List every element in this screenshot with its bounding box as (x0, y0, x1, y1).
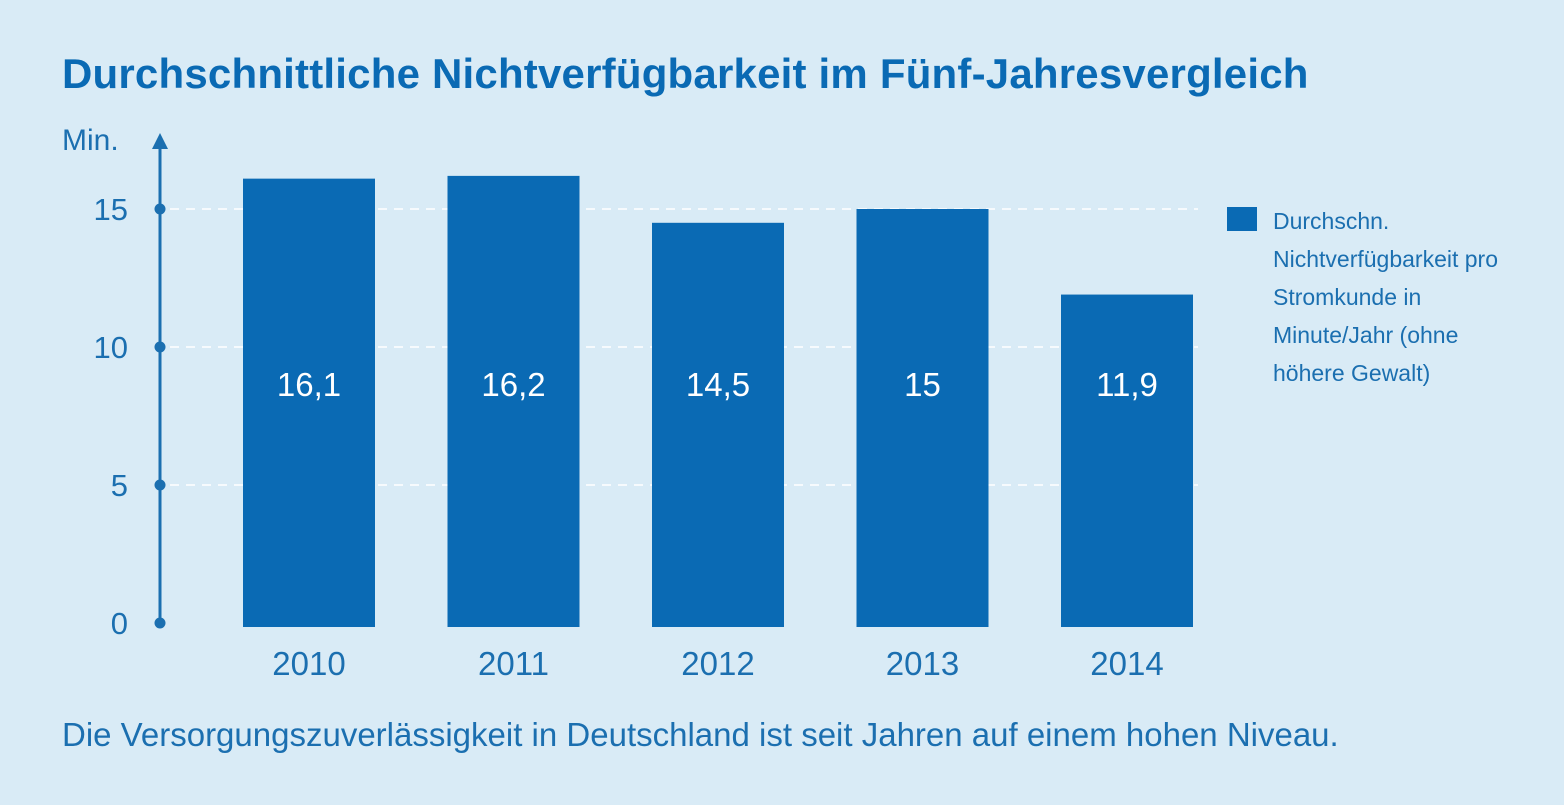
bar-value-label-2011: 16,2 (481, 366, 545, 403)
legend-label: Durchschn. Nichtverfügbarkeit pro Stromk… (1273, 208, 1498, 386)
chart-caption: Die Versorgungszuverlässigkeit in Deutsc… (62, 716, 1339, 753)
y-tick-label-10: 10 (94, 330, 128, 365)
bar-2012 (652, 222, 784, 628)
y-axis-arrow (152, 133, 168, 149)
x-tick-label-2012: 2012 (681, 645, 754, 682)
y-tick-label-5: 5 (111, 468, 128, 503)
bar-value-label-2012: 14,5 (686, 366, 750, 403)
y-tick-dot-0 (154, 617, 166, 629)
legend: Durchschn. Nichtverfügbarkeit pro Stromk… (1227, 202, 1547, 392)
y-tick-label-0: 0 (111, 606, 128, 641)
bar-value-label-2010: 16,1 (277, 366, 341, 403)
x-tick-label-2014: 2014 (1090, 645, 1163, 682)
y-axis-label: Min. (62, 124, 119, 157)
y-tick-dot-15 (154, 203, 166, 215)
bar-value-label-2013: 15 (904, 366, 941, 403)
bar-2010 (243, 178, 375, 627)
labels: 16,1 2010 16,2 2011 14,5 2012 15 2013 11,9 2014 0 5… (62, 124, 1164, 682)
bar-value-label-2014: 11,9 (1096, 366, 1158, 403)
bars (243, 175, 1193, 628)
legend-swatch (1227, 207, 1257, 231)
y-tick-dot-5 (154, 479, 166, 491)
chart-title: Durchschnittliche Nichtverfügbarkeit im … (62, 50, 1309, 97)
bar-2011 (447, 175, 580, 627)
bar-2014 (1061, 294, 1193, 627)
x-tick-label-2013: 2013 (886, 645, 959, 682)
bar-2013 (856, 209, 989, 627)
y-tick-dot-10 (154, 341, 166, 353)
x-tick-label-2011: 2011 (478, 645, 549, 682)
y-axis (152, 133, 168, 629)
x-tick-label-2010: 2010 (272, 645, 345, 682)
y-tick-label-15: 15 (94, 192, 128, 227)
